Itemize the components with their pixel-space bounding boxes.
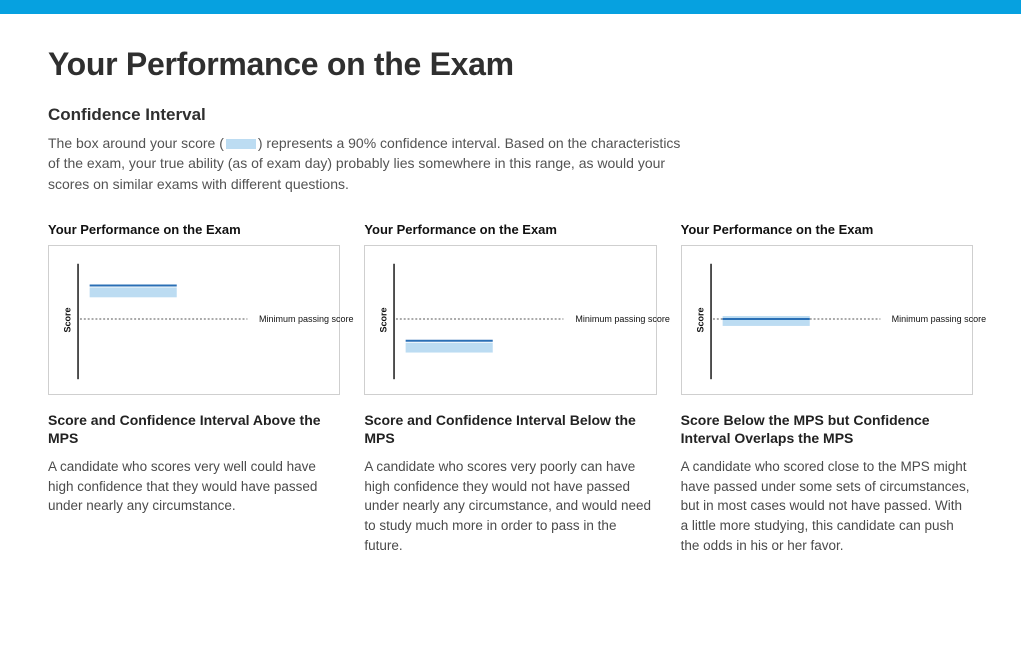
axis-label: Score (63, 307, 73, 332)
top-bar (0, 0, 1021, 14)
col-overlap: Your Performance on the Exam Score Minim… (681, 222, 973, 555)
mps-label: Minimum passing score (892, 314, 987, 324)
page-title: Your Performance on the Exam (48, 46, 973, 83)
ci-swatch-icon (226, 139, 256, 149)
mps-label: Minimum passing score (575, 314, 670, 324)
section-title: Confidence Interval (48, 105, 973, 125)
col-above: Your Performance on the Exam Score Minim… (48, 222, 340, 555)
case-title: Score Below the MPS but Confidence Inter… (681, 411, 973, 447)
ci-band (722, 316, 809, 326)
axis-label: Score (379, 307, 389, 332)
chart-title: Your Performance on the Exam (681, 222, 973, 237)
case-body: A candidate who scored close to the MPS … (681, 457, 973, 555)
case-body: A candidate who scores very poorly can h… (364, 457, 656, 555)
chart-title: Your Performance on the Exam (48, 222, 340, 237)
chart-columns: Your Performance on the Exam Score Minim… (48, 222, 973, 555)
case-title: Score and Confidence Interval Below the … (364, 411, 656, 447)
chart-title: Your Performance on the Exam (364, 222, 656, 237)
case-title: Score and Confidence Interval Above the … (48, 411, 340, 447)
chart-box-overlap: Score Minimum passing score (681, 245, 973, 395)
intro-before: The box around your score ( (48, 135, 224, 151)
chart-box-above: Score Minimum passing score (48, 245, 340, 395)
col-below: Your Performance on the Exam Score Minim… (364, 222, 656, 555)
chart-box-below: Score Minimum passing score (364, 245, 656, 395)
ci-band (406, 343, 493, 353)
ci-band (90, 287, 177, 297)
case-body: A candidate who scores very well could h… (48, 457, 340, 516)
page-content: Your Performance on the Exam Confidence … (0, 14, 1021, 575)
axis-label: Score (695, 307, 705, 332)
mps-label: Minimum passing score (259, 314, 354, 324)
intro-text: The box around your score () represents … (48, 133, 688, 194)
